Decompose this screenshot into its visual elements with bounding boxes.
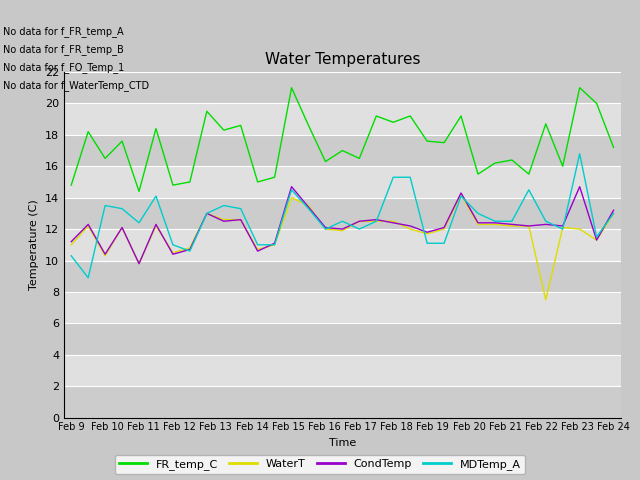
Text: No data for f_FR_temp_B: No data for f_FR_temp_B (3, 44, 124, 55)
Bar (64, 72, 621, 103)
Bar (64, 135, 621, 166)
Bar (64, 103, 621, 135)
Bar (64, 386, 621, 418)
Bar (64, 229, 621, 261)
Bar (64, 261, 621, 292)
Bar (64, 355, 621, 386)
Text: No data for f_WaterTemp_CTD: No data for f_WaterTemp_CTD (3, 80, 149, 91)
Text: No data for f_FR_temp_A: No data for f_FR_temp_A (3, 25, 124, 36)
Title: Water Temperatures: Water Temperatures (265, 52, 420, 67)
Y-axis label: Temperature (C): Temperature (C) (29, 199, 39, 290)
Text: No data for f_FO_Temp_1: No data for f_FO_Temp_1 (3, 62, 124, 73)
Bar (64, 166, 621, 198)
Legend: FR_temp_C, WaterT, CondTemp, MDTemp_A: FR_temp_C, WaterT, CondTemp, MDTemp_A (115, 455, 525, 474)
Bar (64, 324, 621, 355)
Bar (64, 198, 621, 229)
Bar (64, 292, 621, 324)
X-axis label: Time: Time (329, 438, 356, 448)
